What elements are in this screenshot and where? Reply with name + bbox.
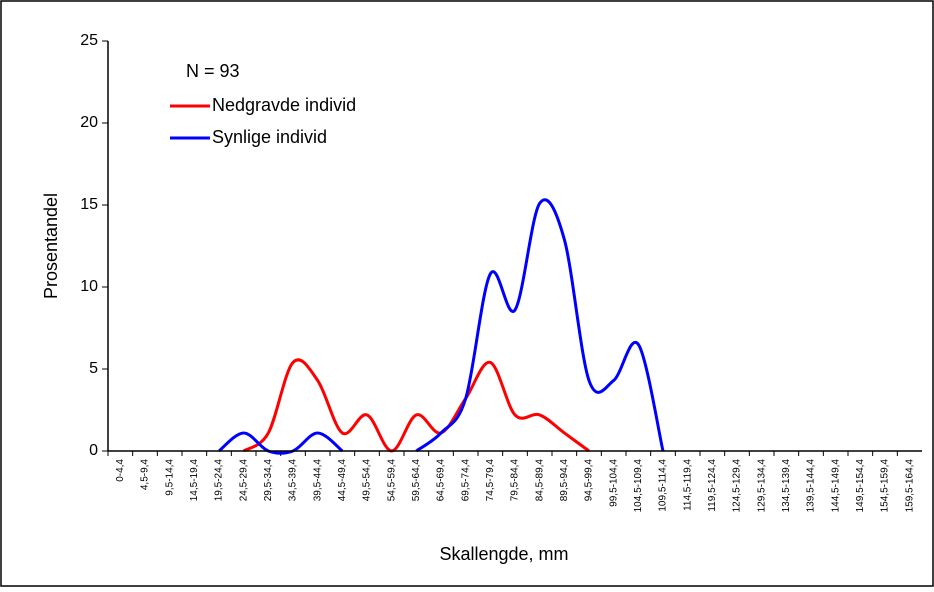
x-tick-label: 79,5-84,4 bbox=[510, 459, 521, 502]
x-tick-label: 124,5-129,4 bbox=[732, 459, 743, 513]
x-tick-label: 134,5-139,4 bbox=[781, 459, 792, 513]
series-line bbox=[218, 198, 665, 455]
x-tick-label: 44,5-49,4 bbox=[337, 459, 348, 502]
x-tick-label: 74,5-79,4 bbox=[485, 459, 496, 502]
y-tick-label: 5 bbox=[89, 360, 98, 377]
x-tick-label: 154,5-159,4 bbox=[880, 459, 891, 513]
x-tick-label: 114,5-119,4 bbox=[682, 459, 693, 511]
legend-label: Nedgravde individ bbox=[212, 95, 356, 115]
legend-label: Synlige individ bbox=[212, 127, 327, 147]
x-tick-label: 29,5-34,4 bbox=[263, 459, 274, 502]
x-tick-label: 89,5-94,4 bbox=[559, 459, 570, 502]
x-tick-label: 64,5-69,4 bbox=[436, 459, 447, 502]
x-tick-label: 129,5-134,4 bbox=[756, 459, 767, 513]
x-tick-label: 49,5-54,4 bbox=[362, 459, 373, 502]
series-line bbox=[242, 358, 590, 453]
y-tick-label: 20 bbox=[80, 114, 98, 131]
x-tick-label: 159,5-164,4 bbox=[904, 459, 915, 513]
y-tick-label: 0 bbox=[89, 442, 98, 459]
x-tick-label: 24,5-29,4 bbox=[238, 459, 249, 502]
x-tick-label: 54,5-59,4 bbox=[386, 459, 397, 502]
x-tick-label: 19,5-24,4 bbox=[214, 459, 225, 502]
x-tick-label: 149,5-154,4 bbox=[855, 459, 866, 513]
x-tick-label: 4,5-9,4 bbox=[140, 459, 151, 491]
x-tick-label: 109,5-114,4 bbox=[658, 459, 669, 512]
x-tick-label: 0-4,4 bbox=[115, 459, 126, 482]
x-tick-label: 9,5-14,4 bbox=[164, 459, 175, 496]
x-tick-label: 39,5-44,4 bbox=[312, 459, 323, 502]
y-tick-label: 15 bbox=[80, 196, 98, 213]
x-tick-label: 144,5-149,4 bbox=[830, 459, 841, 513]
y-tick-label: 25 bbox=[80, 32, 98, 49]
y-axis-label: Prosentandel bbox=[41, 193, 61, 299]
x-tick-label: 69,5-74,4 bbox=[460, 459, 471, 502]
annotation: N = 93 bbox=[186, 61, 240, 81]
x-tick-label: 119,5-124,4 bbox=[707, 459, 718, 512]
x-tick-label: 84,5-89,4 bbox=[534, 459, 545, 502]
x-tick-label: 139,5-144,4 bbox=[806, 459, 817, 513]
x-tick-label: 59,5-64,4 bbox=[411, 459, 422, 502]
x-tick-label: 94,5-99,4 bbox=[584, 459, 595, 502]
x-tick-label: 14,5-19,4 bbox=[189, 459, 200, 502]
x-tick-label: 99,5-104,4 bbox=[608, 459, 619, 507]
x-axis-label: Skallengde, mm bbox=[439, 544, 568, 564]
x-tick-label: 104,5-109,4 bbox=[633, 459, 644, 513]
y-tick-label: 10 bbox=[80, 278, 98, 295]
x-tick-label: 34,5-39,4 bbox=[288, 459, 299, 502]
